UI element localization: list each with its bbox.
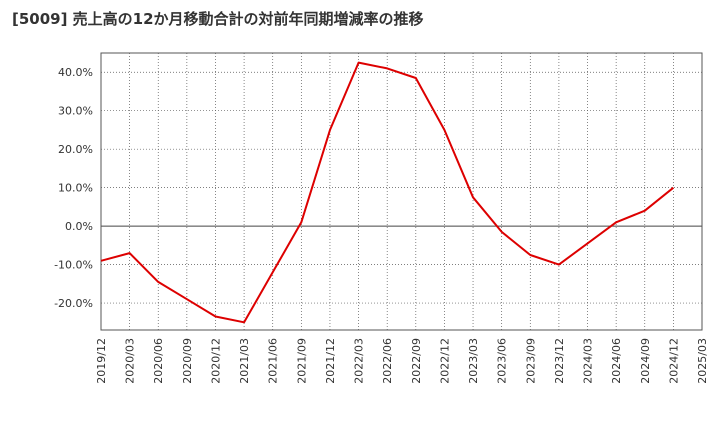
x-tick-label: 2025/03 — [696, 338, 709, 384]
y-tick-label: 10.0% — [58, 182, 93, 195]
plot-frame — [100, 52, 703, 331]
x-tick-label: 2024/06 — [610, 338, 623, 384]
y-tick-label: 40.0% — [58, 66, 93, 79]
x-tick-label: 2021/12 — [324, 338, 337, 384]
x-tick-label: 2021/06 — [267, 338, 280, 384]
x-tick-label: 2020/12 — [209, 338, 222, 384]
chart-title: [5009] 売上高の12か月移動合計の対前年同期増減率の推移 — [12, 10, 424, 28]
x-tick-label: 2024/09 — [639, 338, 652, 384]
x-tick-label: 2019/12 — [95, 338, 108, 384]
x-tick-label: 2022/03 — [353, 338, 366, 384]
x-tick-label: 2024/12 — [667, 338, 680, 384]
x-tick-label: 2023/03 — [467, 338, 480, 384]
x-tick-label: 2020/06 — [152, 338, 165, 384]
x-tick-label: 2021/03 — [238, 338, 251, 384]
y-tick-label: -10.0% — [54, 259, 93, 272]
x-tick-label: 2023/09 — [524, 338, 537, 384]
x-tick-label: 2022/06 — [381, 338, 394, 384]
x-tick-label: 2021/09 — [295, 338, 308, 384]
y-tick-label: 0.0% — [65, 220, 93, 233]
x-tick-label: 2020/03 — [124, 338, 137, 384]
x-tick-label: 2023/06 — [496, 338, 509, 384]
y-tick-label: 20.0% — [58, 143, 93, 156]
x-tick-label: 2022/12 — [438, 338, 451, 384]
series-line — [100, 61, 675, 324]
x-tick-label: 2023/12 — [553, 338, 566, 384]
x-tick-label: 2020/09 — [181, 338, 194, 384]
y-tick-label: -20.0% — [54, 297, 93, 310]
x-tick-label: 2022/09 — [410, 338, 423, 384]
x-tick-label: 2024/03 — [582, 338, 595, 384]
y-tick-label: 30.0% — [58, 105, 93, 118]
